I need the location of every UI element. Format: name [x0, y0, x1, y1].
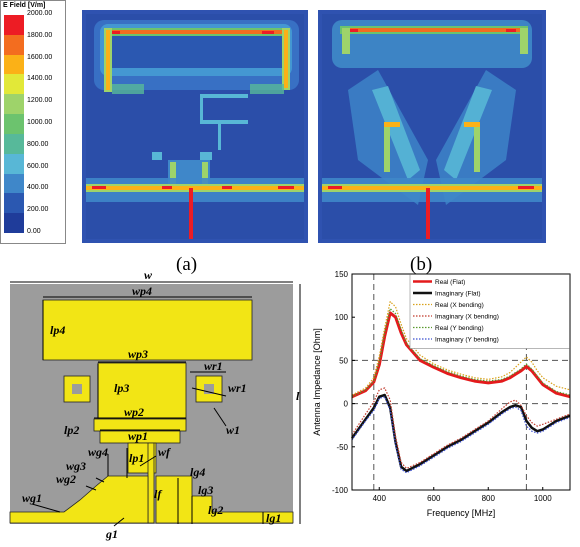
field-plot-a — [82, 10, 308, 243]
x-tick-label: 1000 — [534, 494, 552, 503]
y-tick-label: -100 — [332, 486, 349, 495]
colorbar-tick-label: 2000.00 — [27, 10, 53, 17]
legend-entry: Real (Flat) — [435, 279, 465, 286]
series-line-5 — [351, 396, 571, 474]
dim-lp2: lp2 — [64, 423, 79, 437]
chart-series — [350, 300, 571, 474]
colorbar-swatch — [4, 193, 24, 214]
legend-entry: Real (X bending) — [435, 302, 484, 309]
series-line-0 — [351, 311, 571, 399]
colorbar-tick-label: 1800.00 — [27, 31, 53, 39]
caption-a: (a) — [176, 254, 198, 275]
legend-entry: Imaginary (X bending) — [435, 314, 499, 321]
dim-wg4: wg4 — [88, 445, 108, 459]
colorbar-tick-label: 1400.00 — [27, 75, 53, 83]
colorbar-tick-label: 1200.00 — [27, 97, 53, 105]
efield-colorbar: E Field [V/m] 2000.00 1800.00 1600.00 1400.… — [0, 0, 66, 244]
dim-wr1-top: wr1 — [204, 359, 223, 373]
colorbar-tick-label: 600.00 — [27, 162, 49, 170]
dim-lg2: lg2 — [208, 503, 223, 517]
dim-wg1: wg1 — [22, 491, 42, 505]
colorbar-tick-label: 200.00 — [27, 206, 49, 214]
x-axis-label: Frequency [MHz] — [427, 508, 496, 518]
colorbar-swatch — [4, 133, 24, 155]
colorbar-swatch — [4, 94, 24, 115]
colorbar-swatch — [4, 54, 24, 75]
colorbar-tick-label: 0.00 — [27, 228, 41, 235]
dim-g1: g1 — [105, 527, 118, 541]
dim-wp1: wp1 — [128, 429, 148, 443]
plot-frame — [351, 273, 571, 491]
colorbar-swatch — [4, 153, 24, 175]
dim-w: w — [144, 268, 153, 282]
dim-l: l — [296, 389, 300, 403]
chart-legend: Real (Flat) Imaginary (Flat) Real (X bendi… — [409, 274, 570, 349]
x-tick-label: 400 — [373, 494, 387, 503]
patch-p3 — [97, 362, 187, 420]
colorbar-swatch — [4, 213, 24, 234]
patch-p4 — [42, 299, 253, 361]
colorbar-tick-label: 1000.00 — [27, 119, 53, 126]
dim-wp4: wp4 — [132, 284, 152, 298]
chart-ticks: 400 600 800 1000 -100 -50 0 50 100 150 — [332, 270, 552, 503]
colorbar-swatch — [4, 15, 24, 36]
feed-line — [147, 442, 155, 524]
colorbar-tick-label: 400.00 — [27, 184, 49, 192]
colorbar-tick-label: 800.00 — [27, 140, 49, 148]
series-line-1 — [350, 393, 571, 473]
y-tick-label: 100 — [335, 313, 349, 322]
dim-wr1-side: wr1 — [228, 381, 247, 395]
antenna-geometry: w wp4 lp4 wp3 lp3 wr1 wr1 w1 l wp2 lp2 w… — [9, 268, 301, 541]
series-line-3 — [351, 387, 571, 469]
dim-wf: wf — [158, 445, 171, 459]
dim-lf: lf — [154, 487, 162, 501]
y-axis-label: Antenna Impedance [Ohm] — [312, 328, 322, 436]
dim-wp3: wp3 — [128, 347, 148, 361]
colorbar-swatch — [4, 34, 24, 56]
dim-lp4: lp4 — [50, 323, 65, 337]
colorbar-swatch — [4, 173, 24, 194]
colorbar-title: E Field [V/m] — [3, 2, 46, 9]
dim-lg1: lg1 — [266, 511, 281, 525]
field-plot-b — [318, 10, 546, 243]
dim-lp3: lp3 — [114, 381, 129, 395]
series-line-2 — [351, 300, 571, 396]
dim-lg3: lg3 — [198, 483, 213, 497]
dim-wg2: wg2 — [56, 472, 76, 486]
impedance-chart: 400 600 800 1000 -100 -50 0 50 100 150 Frequency … — [312, 270, 571, 518]
colorbar-tick-label: 1600.00 — [27, 53, 53, 61]
dim-wg3: wg3 — [66, 459, 86, 473]
legend-entry: Imaginary (Y bending) — [435, 337, 499, 344]
legend-entry: Real (Y bending) — [435, 325, 484, 332]
colorbar-gradient — [4, 15, 24, 234]
colorbar-swatch — [4, 74, 24, 95]
y-tick-label: 150 — [335, 270, 349, 279]
dim-lg4: lg4 — [190, 465, 205, 479]
dim-lp1: lp1 — [129, 451, 144, 465]
y-tick-label: 50 — [339, 356, 348, 365]
ground-right — [155, 475, 294, 524]
dim-wp2: wp2 — [124, 405, 144, 419]
x-tick-label: 800 — [482, 494, 496, 503]
legend-entry: Imaginary (Flat) — [435, 291, 481, 298]
dim-w1: w1 — [226, 423, 240, 437]
legend-box — [409, 274, 570, 349]
colorbar-swatch — [4, 114, 24, 135]
y-tick-label: -50 — [336, 443, 348, 452]
y-tick-label: 0 — [344, 400, 349, 409]
x-tick-label: 600 — [427, 494, 441, 503]
caption-b: (b) — [410, 254, 433, 275]
